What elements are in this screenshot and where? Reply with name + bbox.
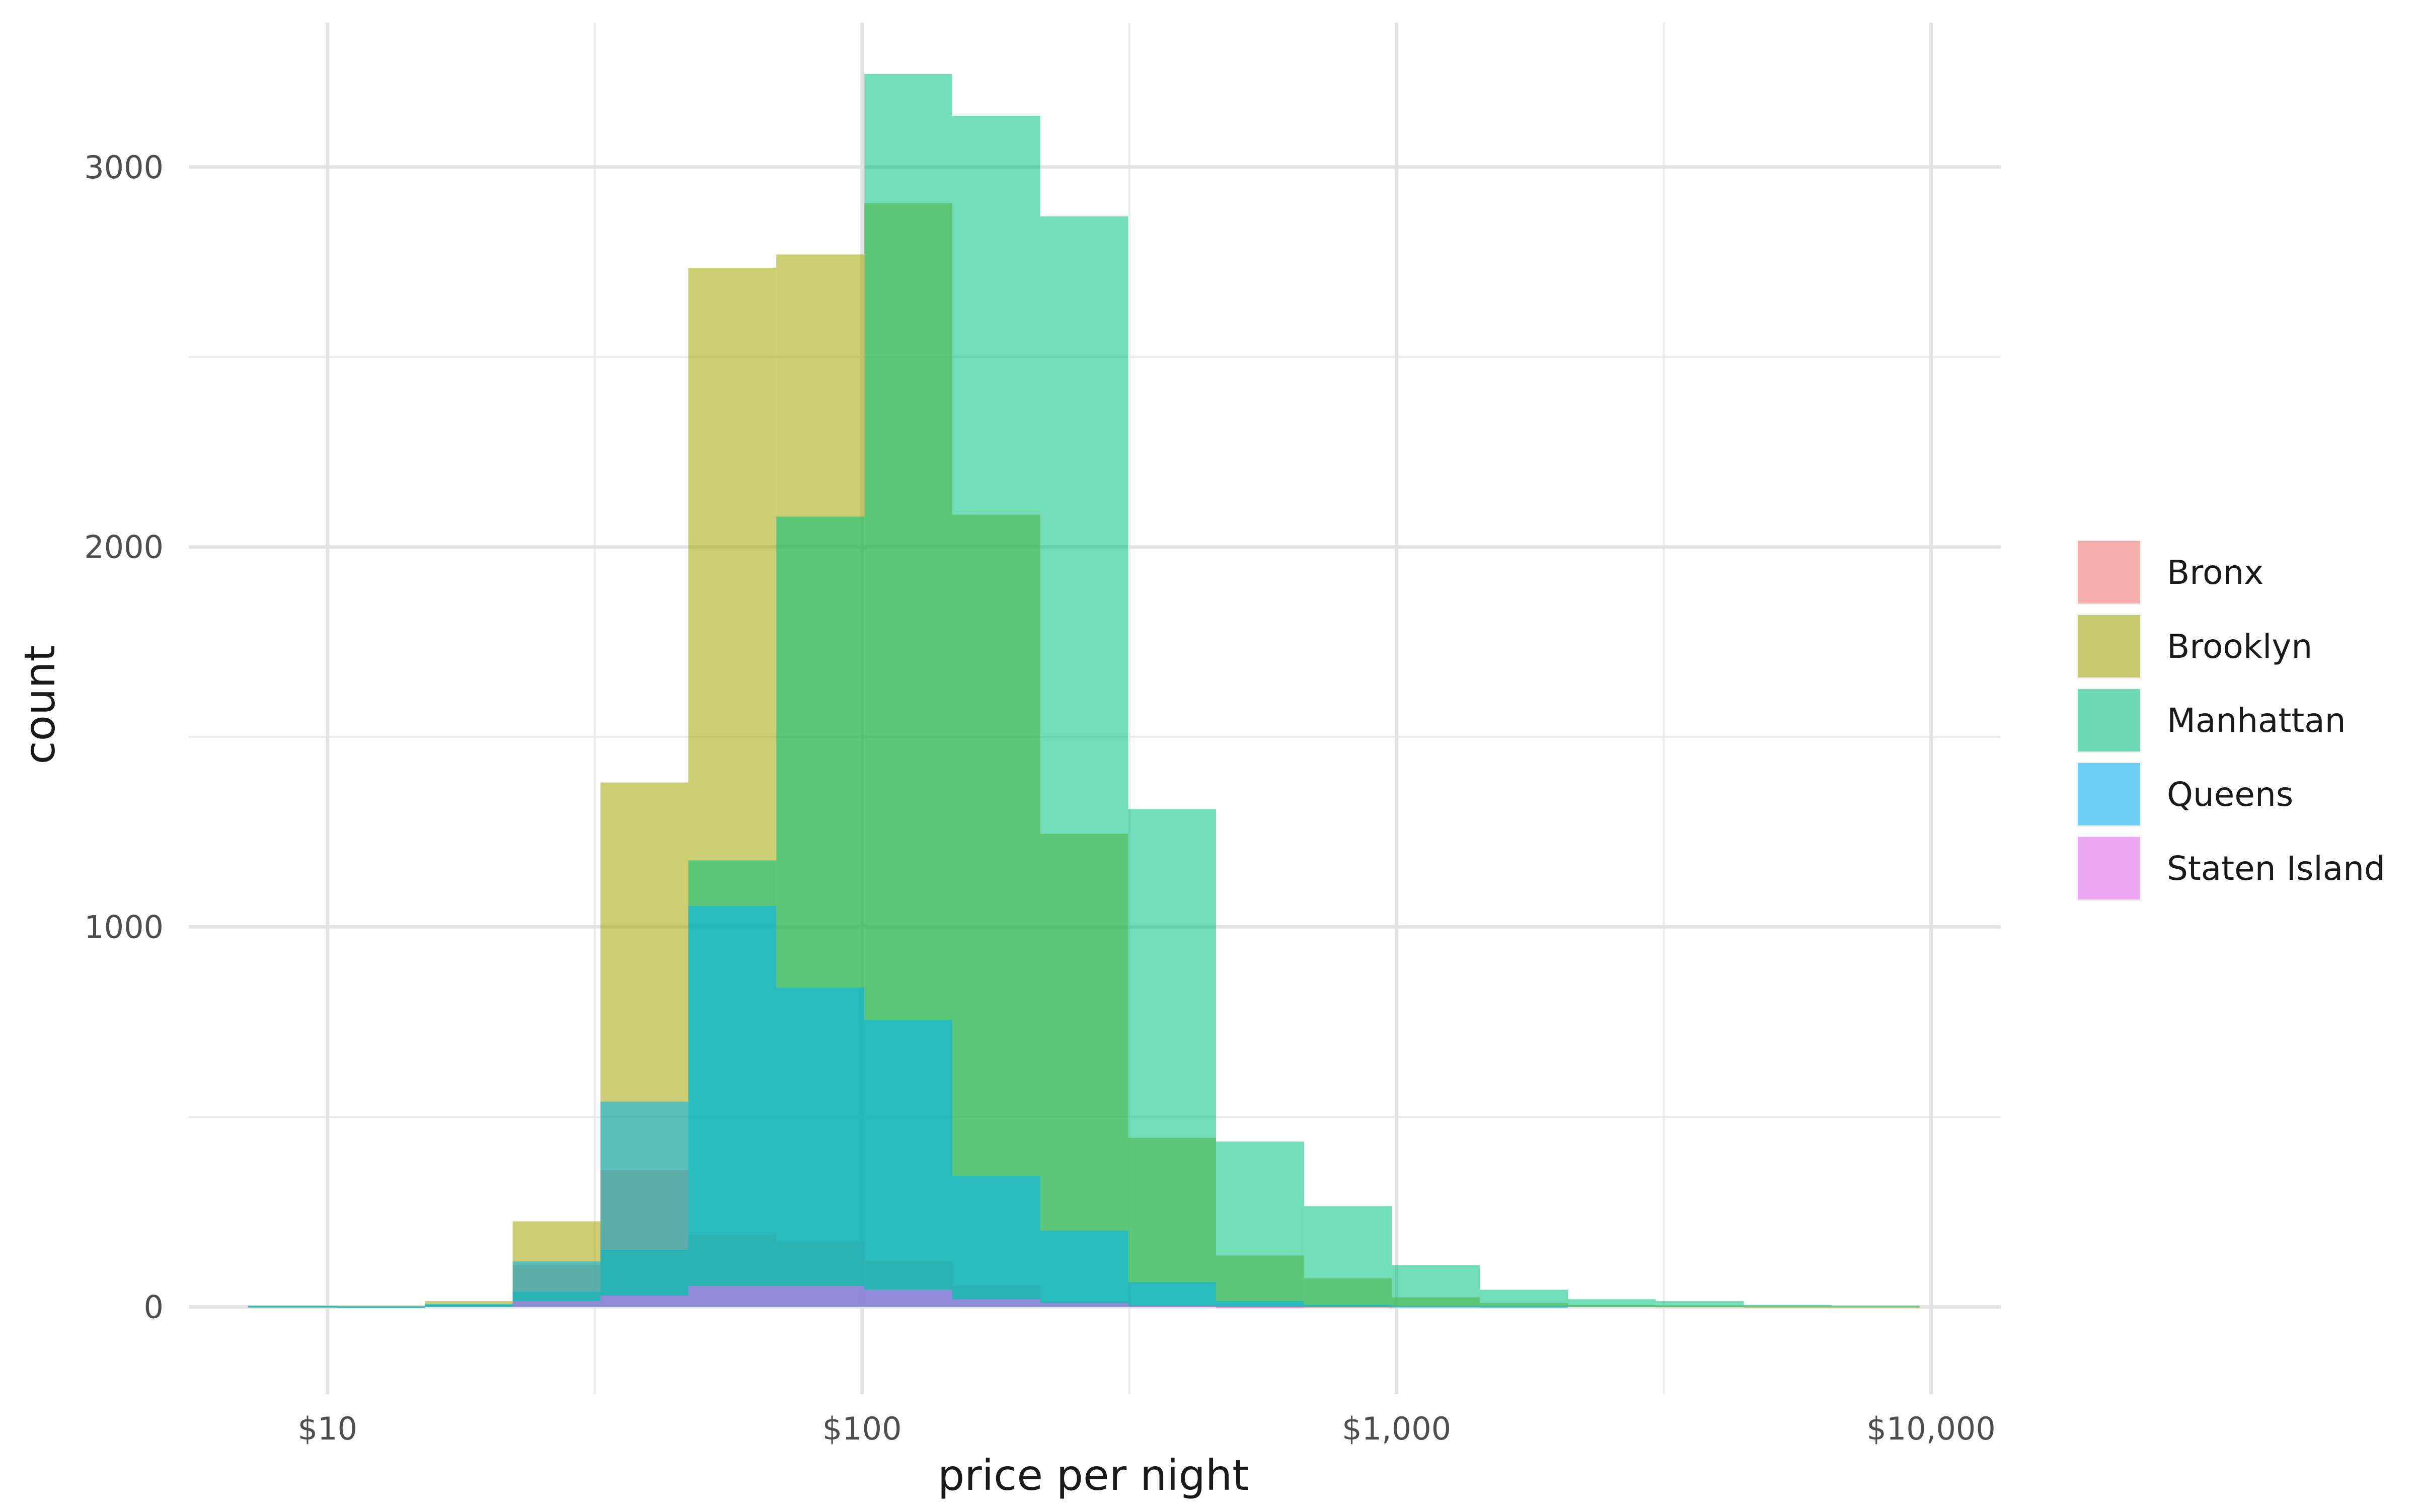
legend-label-bronx: Bronx bbox=[2167, 553, 2263, 592]
bar-queens bbox=[248, 1306, 337, 1308]
bar-staten-island bbox=[1040, 1303, 1128, 1307]
bar-manhattan bbox=[1392, 1265, 1480, 1307]
legend-swatch-staten-island bbox=[2078, 837, 2140, 899]
bar-manhattan bbox=[1567, 1299, 1656, 1307]
legend-swatch-brooklyn bbox=[2078, 615, 2140, 677]
bar-queens bbox=[1480, 1306, 1568, 1308]
y-axis-title: count bbox=[15, 645, 64, 765]
bar-queens bbox=[512, 1261, 600, 1307]
bar-manhattan bbox=[1128, 809, 1216, 1307]
bar-queens bbox=[336, 1306, 425, 1308]
bar-manhattan bbox=[1744, 1305, 1832, 1307]
bar-queens bbox=[424, 1304, 513, 1307]
x-tick-label: $10,000 bbox=[1866, 1410, 1995, 1447]
legend-label-queens: Queens bbox=[2167, 775, 2293, 814]
bars-layer bbox=[248, 73, 1920, 1308]
bar-staten-island bbox=[512, 1301, 600, 1307]
bar-bronx bbox=[1304, 1306, 1392, 1308]
bar-staten-island bbox=[864, 1290, 952, 1307]
y-tick-label: 3000 bbox=[84, 149, 164, 186]
bar-queens bbox=[1040, 1231, 1128, 1307]
bar-queens bbox=[1392, 1306, 1480, 1308]
x-tick-label: $10 bbox=[298, 1410, 357, 1447]
legend: Bronx Brooklyn Manhattan Queens Staten Islan… bbox=[2076, 540, 2385, 901]
bar-manhattan bbox=[1480, 1290, 1568, 1307]
bar-brooklyn bbox=[1832, 1306, 1920, 1308]
bar-brooklyn bbox=[1744, 1306, 1832, 1308]
legend-swatch-manhattan bbox=[2078, 689, 2140, 751]
bar-manhattan bbox=[1655, 1301, 1744, 1307]
bar-queens bbox=[600, 1101, 689, 1307]
bar-queens bbox=[1304, 1305, 1392, 1307]
bar-staten-island bbox=[1216, 1306, 1304, 1308]
bar-manhattan bbox=[1832, 1306, 1920, 1308]
bar-staten-island bbox=[600, 1295, 689, 1307]
y-tick-label: 1000 bbox=[84, 909, 164, 946]
legend-label-staten-island: Staten Island bbox=[2167, 849, 2385, 888]
bar-staten-island bbox=[688, 1286, 777, 1307]
bar-queens bbox=[1216, 1301, 1304, 1307]
x-tick-label: $1,000 bbox=[1342, 1410, 1451, 1447]
bar-queens bbox=[1128, 1282, 1216, 1307]
x-tick-label: $100 bbox=[822, 1410, 902, 1447]
bar-queens bbox=[688, 906, 777, 1307]
bar-staten-island bbox=[952, 1299, 1040, 1307]
bar-manhattan bbox=[1040, 216, 1128, 1307]
axis-layer: 0 1000 2000 3000 $10 $100 $1,000 $10,000 bbox=[84, 149, 1996, 1447]
y-tick-label: 0 bbox=[144, 1289, 164, 1325]
bar-queens bbox=[776, 988, 865, 1307]
x-axis-title: price per night bbox=[938, 1451, 1249, 1500]
legend-label-manhattan: Manhattan bbox=[2167, 701, 2346, 740]
bar-manhattan bbox=[952, 115, 1040, 1307]
bar-queens bbox=[864, 1020, 952, 1307]
legend-swatch-queens bbox=[2078, 763, 2140, 825]
bar-staten-island bbox=[776, 1286, 865, 1307]
bar-staten-island bbox=[1128, 1306, 1216, 1308]
legend-swatch-bronx bbox=[2078, 541, 2140, 603]
legend-label-brooklyn: Brooklyn bbox=[2167, 627, 2312, 666]
y-tick-label: 2000 bbox=[84, 529, 164, 566]
bar-queens bbox=[952, 1175, 1040, 1307]
bar-manhattan bbox=[1304, 1206, 1392, 1307]
bar-manhattan bbox=[1216, 1142, 1304, 1307]
